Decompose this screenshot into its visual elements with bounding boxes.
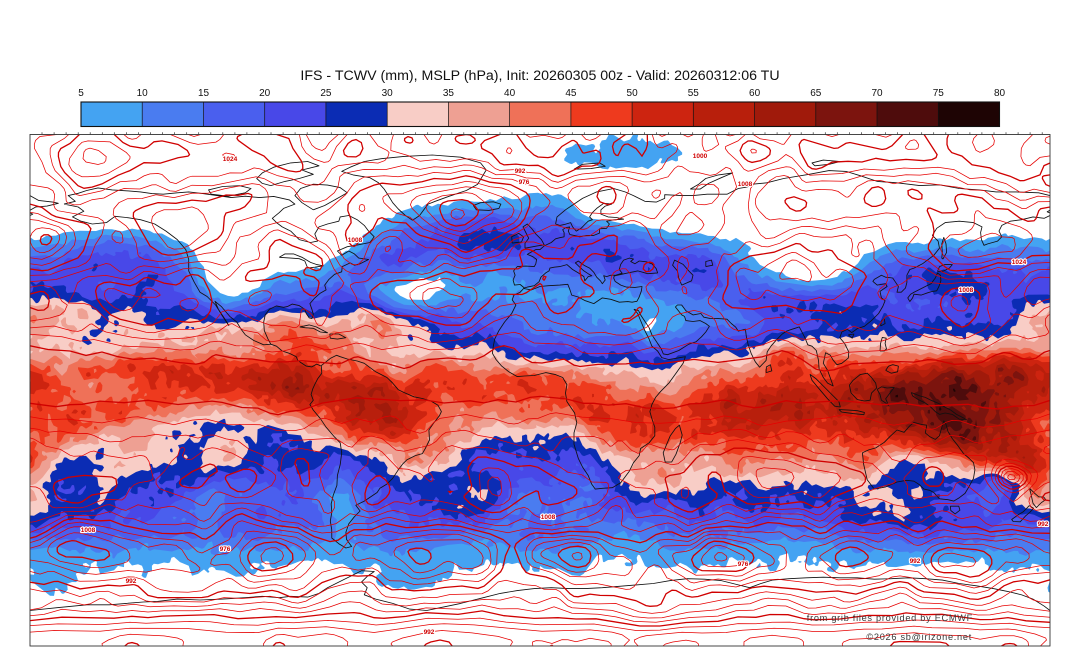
- svg-text:1008: 1008: [738, 181, 753, 188]
- svg-text:976: 976: [738, 561, 749, 568]
- svg-text:30: 30: [382, 88, 394, 99]
- svg-text:10: 10: [137, 88, 149, 99]
- svg-text:20: 20: [259, 88, 271, 99]
- svg-text:1024: 1024: [1012, 259, 1027, 266]
- svg-text:40: 40: [504, 88, 516, 99]
- svg-text:75: 75: [933, 88, 945, 99]
- svg-text:55: 55: [688, 88, 700, 99]
- svg-text:45: 45: [565, 88, 577, 99]
- svg-text:992: 992: [126, 578, 137, 585]
- svg-text:©2026 sb@irizone.net: ©2026 sb@irizone.net: [866, 632, 972, 642]
- svg-text:976: 976: [519, 179, 530, 186]
- svg-text:1008: 1008: [541, 514, 556, 521]
- svg-text:992: 992: [424, 629, 435, 636]
- svg-text:IFS - TCWV (mm), MSLP (hPa), I: IFS - TCWV (mm), MSLP (hPa), Init: 20260…: [300, 68, 779, 84]
- svg-text:70: 70: [871, 88, 883, 99]
- svg-text:1008: 1008: [348, 237, 363, 244]
- svg-text:992: 992: [515, 168, 526, 175]
- svg-text:1008: 1008: [81, 527, 96, 534]
- svg-text:5: 5: [78, 88, 84, 99]
- svg-text:992: 992: [910, 558, 921, 565]
- svg-text:35: 35: [443, 88, 455, 99]
- svg-text:15: 15: [198, 88, 210, 99]
- svg-text:60: 60: [749, 88, 761, 99]
- svg-text:25: 25: [320, 88, 332, 99]
- svg-text:50: 50: [627, 88, 639, 99]
- svg-text:976: 976: [220, 546, 231, 553]
- svg-text:80: 80: [994, 88, 1006, 99]
- svg-text:1008: 1008: [959, 287, 974, 294]
- svg-text:1000: 1000: [693, 153, 708, 160]
- svg-text:65: 65: [810, 88, 822, 99]
- svg-text:992: 992: [1038, 521, 1049, 528]
- svg-text:from grib files provided by EC: from grib files provided by ECMWF: [807, 613, 973, 623]
- svg-text:1024: 1024: [223, 156, 238, 163]
